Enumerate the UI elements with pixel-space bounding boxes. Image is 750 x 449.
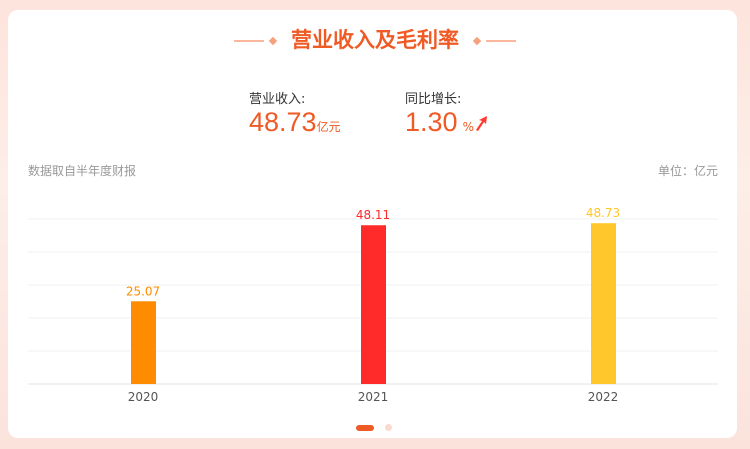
up-arrow-icon [476, 116, 488, 131]
data-label: 48.11 [356, 208, 390, 222]
revenue-label: 营业收入: [249, 92, 306, 107]
revenue-stat: 营业收入: 48.73亿元 [249, 88, 341, 138]
data-label: 48.73 [586, 206, 620, 220]
title-decoration-right [486, 40, 517, 42]
growth-value: 1.30 [405, 107, 458, 137]
revenue-value: 48.73 [249, 107, 317, 137]
source-note: 数据取自半年度财报 [28, 164, 137, 178]
growth-stat: 同比增长: 1.30 % [405, 88, 488, 138]
pagination [356, 416, 393, 435]
unit-note: 单位：亿元 [657, 164, 718, 178]
growth-label: 同比增长: [405, 92, 462, 107]
data-label: 25.07 [126, 284, 160, 298]
x-tick-label: 2021 [358, 390, 389, 404]
page-title: 营业收入及毛利率 [0, 24, 750, 54]
page-dot-active[interactable] [356, 425, 374, 431]
bar-2020 [131, 301, 156, 384]
bar-2022 [591, 223, 616, 384]
title-decoration-left [233, 40, 264, 42]
growth-unit: % [462, 120, 475, 134]
bar-2021 [361, 225, 386, 384]
x-tick-label: 2020 [128, 390, 159, 404]
x-tick-label: 2022 [588, 390, 619, 404]
page-dot[interactable] [385, 424, 393, 431]
title-text: 营业收入及毛利率 [291, 28, 459, 52]
revenue-unit: 亿元 [316, 120, 341, 134]
